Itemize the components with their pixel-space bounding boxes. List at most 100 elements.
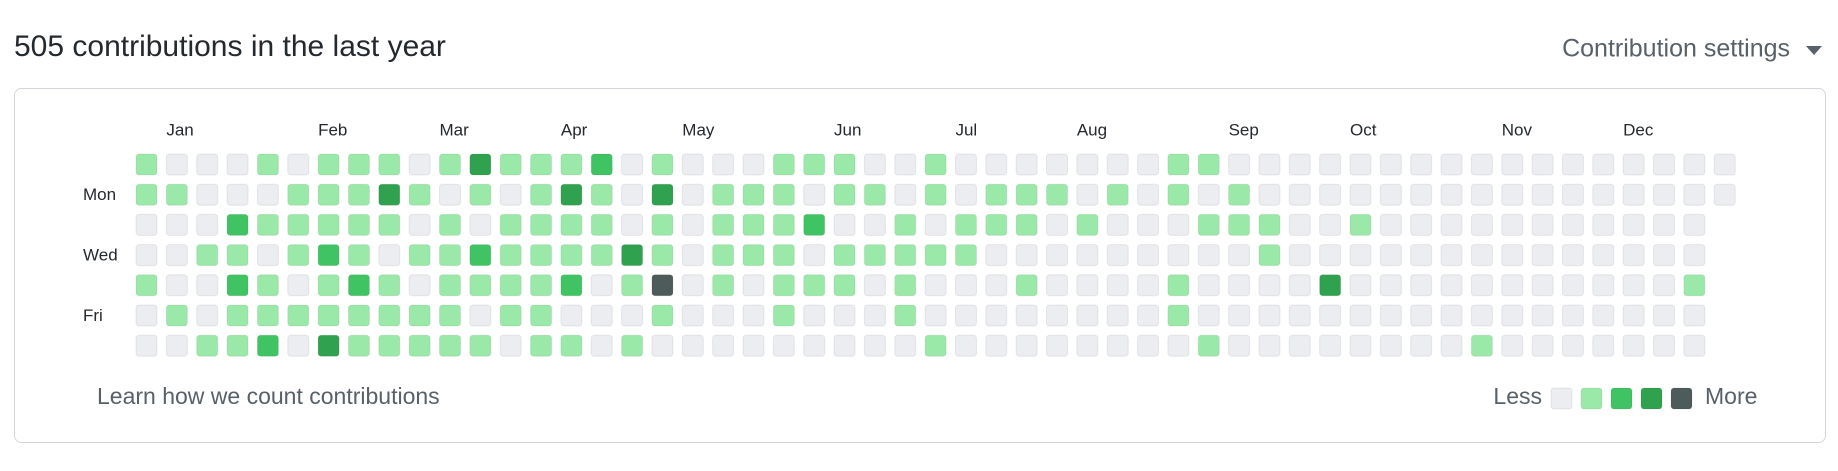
contribution-cell <box>408 153 431 176</box>
contribution-cell <box>1228 334 1251 357</box>
contribution-cell <box>833 304 856 327</box>
contribution-cell <box>863 153 886 176</box>
contribution-cell <box>530 274 553 297</box>
contribution-cell <box>469 304 492 327</box>
contribution-cell <box>772 244 795 267</box>
contribution-cell <box>165 274 188 297</box>
contribution-cell <box>894 274 917 297</box>
contribution-cell <box>1440 304 1463 327</box>
contribution-cell <box>499 334 522 357</box>
contribution-cell <box>651 334 674 357</box>
settings-button[interactable]: Contribution settings <box>1562 35 1790 63</box>
contribution-cell <box>1258 153 1281 176</box>
contribution-cell <box>1258 244 1281 267</box>
day-label: Wed <box>83 246 118 265</box>
contribution-cell <box>621 244 644 267</box>
contribution-cell <box>1622 334 1645 357</box>
contribution-cell <box>621 153 644 176</box>
contribution-cell <box>560 274 583 297</box>
contribution-cell <box>651 153 674 176</box>
contribution-cell <box>1167 244 1190 267</box>
contribution-cell <box>1653 334 1675 357</box>
contribution-cell <box>530 244 553 267</box>
contribution-cell <box>712 304 735 327</box>
contribution-cell <box>1015 304 1038 327</box>
contribution-cell <box>1410 334 1433 357</box>
contribution-cell <box>378 274 401 297</box>
contribution-cell <box>712 213 735 236</box>
contribution-cell <box>1137 213 1160 236</box>
contribution-cell <box>985 153 1008 176</box>
help-link[interactable]: Learn how we count contributions <box>97 383 440 409</box>
contribution-cell <box>196 153 219 176</box>
contribution-cell <box>287 274 310 297</box>
contribution-cell <box>1410 274 1433 297</box>
contribution-cell <box>1622 183 1645 206</box>
contribution-cell <box>135 213 158 236</box>
contribution-cell <box>378 244 401 267</box>
contribution-cell <box>165 183 188 206</box>
contribution-cell <box>954 244 977 267</box>
contribution-cell <box>165 213 188 236</box>
contribution-cell <box>135 274 158 297</box>
contribution-cell <box>863 213 886 236</box>
contribution-cell <box>1197 153 1220 176</box>
contribution-cell <box>1076 304 1099 327</box>
contribution-cell <box>1470 274 1493 297</box>
contribution-cell <box>1197 213 1220 236</box>
contribution-cell <box>1531 244 1554 267</box>
contribution-cell <box>256 213 279 236</box>
contribution-cell <box>1653 274 1675 297</box>
contribution-cell <box>833 244 856 267</box>
contribution-cell <box>287 334 310 357</box>
contribution-cell <box>1288 153 1311 176</box>
contribution-cell <box>1470 183 1493 206</box>
contribution-cell <box>1531 183 1554 206</box>
contribution-cell <box>833 334 856 357</box>
contribution-cell <box>954 183 977 206</box>
contribution-cell <box>165 304 188 327</box>
contribution-cell <box>1683 213 1706 236</box>
contribution-cell <box>1349 274 1372 297</box>
contribution-cell <box>1440 183 1463 206</box>
dropdown-caret[interactable] <box>1806 46 1822 55</box>
contribution-cell <box>863 304 886 327</box>
contribution-cell <box>196 213 219 236</box>
contribution-cell <box>1622 153 1645 176</box>
contribution-cell <box>1440 213 1463 236</box>
contribution-cell <box>681 183 704 206</box>
contribution-cell <box>651 274 674 297</box>
contribution-cell <box>1197 183 1220 206</box>
contribution-cell <box>772 334 795 357</box>
contribution-cell <box>378 334 401 357</box>
contribution-cell <box>378 304 401 327</box>
contribution-cell <box>1349 213 1372 236</box>
contribution-cell <box>165 153 188 176</box>
contribution-cell <box>1106 274 1129 297</box>
contribution-cell <box>1653 183 1675 206</box>
contribution-cell <box>1258 334 1281 357</box>
contribution-cell <box>894 244 917 267</box>
contribution-cell <box>1076 244 1099 267</box>
contribution-cell <box>1410 304 1433 327</box>
contribution-cell <box>742 334 765 357</box>
contribution-cell <box>1197 274 1220 297</box>
contribution-cell <box>469 183 492 206</box>
contribution-cell <box>803 213 826 236</box>
contribution-cell <box>894 183 917 206</box>
contribution-cell <box>196 334 219 357</box>
contribution-cell <box>1349 244 1372 267</box>
contribution-cell <box>1531 274 1554 297</box>
contribution-cell <box>1137 334 1160 357</box>
contribution-cell <box>317 334 340 357</box>
contribution-cell <box>560 153 583 176</box>
month-label: Jul <box>955 120 977 139</box>
graph-box <box>14 88 1826 443</box>
contribution-cell <box>1076 183 1099 206</box>
contribution-cell <box>1501 304 1524 327</box>
contribution-cell <box>1592 334 1615 357</box>
contribution-cell <box>1531 334 1554 357</box>
contribution-cell <box>1379 334 1402 357</box>
contribution-cell <box>530 183 553 206</box>
contribution-cell <box>1440 244 1463 267</box>
